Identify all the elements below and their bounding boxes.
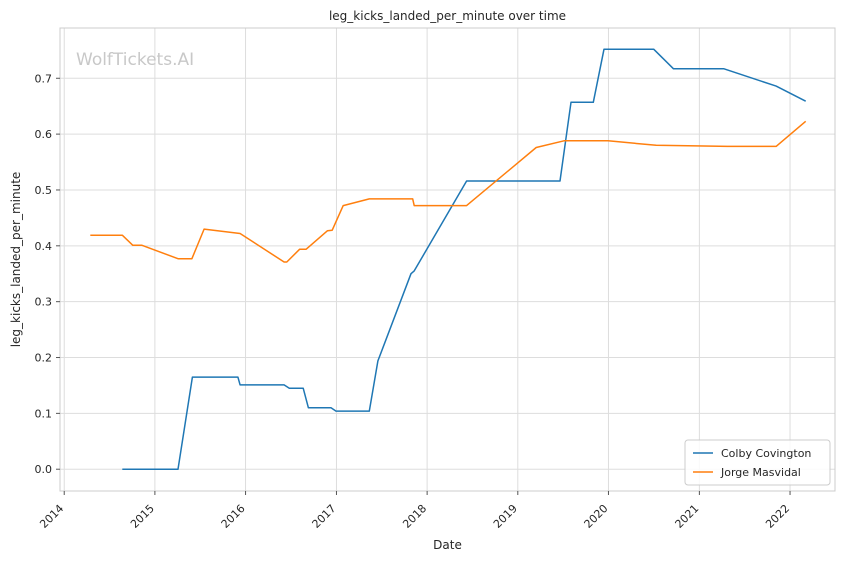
y-tick-label: 0.6 xyxy=(35,128,53,141)
plot-frame xyxy=(59,27,836,492)
legend: Colby Covington Jorge Masvidal xyxy=(684,439,831,486)
legend-box xyxy=(684,439,831,486)
x-axis-title: Date xyxy=(433,538,462,552)
y-tick-label: 0.2 xyxy=(35,352,53,365)
y-tick-label: 0.4 xyxy=(35,240,53,253)
series-line-colby-covington xyxy=(122,48,807,470)
y-tick-label: 0.1 xyxy=(35,407,53,420)
chart-title: leg_kicks_landed_per_minute over time xyxy=(329,9,566,23)
legend-label: Jorge Masvidal xyxy=(720,466,801,479)
watermark: WolfTickets.AI xyxy=(76,50,194,70)
y-tick-label: 0.7 xyxy=(35,72,53,85)
y-axis-title: leg_kicks_landed_per_minute xyxy=(9,172,23,348)
y-tick-label: 0.3 xyxy=(35,296,53,309)
y-ticks: 0.0 0.1 0.2 0.3 0.4 0.5 0.6 0.7 xyxy=(35,72,60,476)
y-tick-label: 0.5 xyxy=(35,184,53,197)
y-tick-label: 0.0 xyxy=(35,463,53,476)
series-layer xyxy=(90,48,807,470)
legend-label: Colby Covington xyxy=(721,447,811,460)
series-line-jorge-masvidal xyxy=(90,120,807,263)
